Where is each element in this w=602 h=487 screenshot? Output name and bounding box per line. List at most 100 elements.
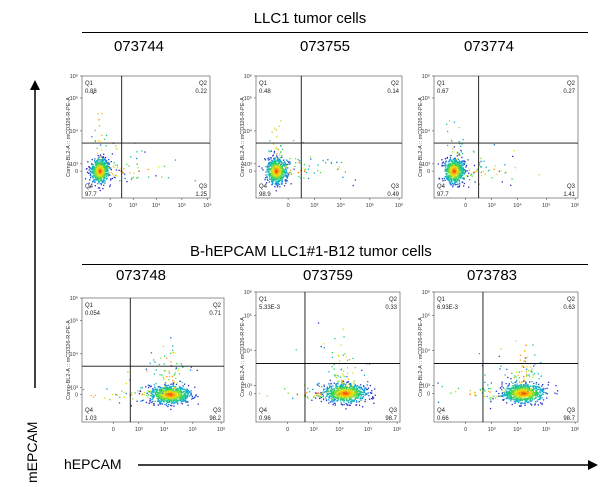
event-point — [273, 172, 275, 174]
event-point — [168, 379, 170, 381]
event-point — [98, 173, 101, 176]
event-point — [344, 395, 346, 397]
quadrant-value-q4: 0.96 — [259, 416, 271, 422]
event-point — [333, 396, 335, 398]
event-point — [520, 395, 522, 398]
event-point — [120, 170, 122, 172]
event-point — [99, 161, 101, 163]
event-point — [527, 397, 529, 400]
event-point — [517, 395, 520, 397]
event-point — [341, 391, 343, 394]
event-point — [280, 161, 283, 163]
event-point — [114, 177, 117, 179]
event-point — [521, 381, 523, 383]
event-point — [449, 178, 451, 181]
event-point — [536, 389, 539, 391]
event-point — [351, 395, 353, 397]
event-point — [340, 401, 342, 403]
event-point — [343, 386, 345, 388]
event-point — [353, 395, 355, 398]
event-point — [288, 172, 290, 174]
event-point — [452, 171, 454, 173]
event-point — [180, 402, 183, 404]
event-point — [342, 386, 344, 388]
event-point — [448, 170, 450, 172]
event-point — [95, 178, 97, 180]
event-point — [345, 397, 347, 399]
event-point — [128, 165, 130, 167]
event-point — [360, 384, 362, 386]
event-point — [276, 173, 278, 175]
quadrant-value-q1: 0.67 — [437, 89, 449, 95]
event-point — [334, 404, 336, 406]
event-point — [476, 168, 478, 170]
event-point — [354, 366, 357, 369]
event-point — [103, 166, 105, 168]
event-point — [101, 180, 103, 182]
event-point — [510, 392, 512, 394]
event-point — [288, 173, 290, 176]
event-point — [361, 406, 364, 408]
quadrant-label-q2: Q2 — [389, 297, 398, 303]
event-point — [360, 393, 363, 396]
event-point — [531, 370, 533, 372]
event-point — [521, 385, 523, 387]
event-point — [271, 183, 273, 186]
event-point — [537, 386, 539, 388]
event-point — [508, 392, 511, 394]
event-point — [274, 179, 276, 181]
event-point — [345, 382, 348, 384]
event-point — [337, 390, 339, 392]
event-point — [506, 402, 508, 404]
event-point — [271, 173, 273, 175]
event-point — [457, 161, 460, 164]
event-point — [96, 167, 99, 170]
event-point — [450, 163, 452, 165]
event-point — [542, 391, 545, 394]
event-point — [530, 403, 532, 405]
event-point — [102, 179, 104, 181]
event-point — [136, 400, 138, 402]
event-point — [168, 370, 170, 372]
event-point — [285, 168, 287, 171]
event-point — [478, 352, 481, 355]
event-point — [98, 119, 100, 121]
event-point — [168, 391, 170, 393]
event-point — [273, 171, 276, 173]
event-point — [531, 380, 533, 383]
event-point — [146, 392, 148, 395]
event-point — [164, 370, 167, 372]
event-point — [186, 388, 188, 390]
event-point — [524, 395, 526, 398]
event-point — [454, 177, 456, 179]
event-point — [358, 390, 361, 392]
event-point — [101, 156, 103, 158]
event-point — [171, 395, 174, 397]
event-point — [92, 92, 94, 95]
event-point — [95, 166, 97, 168]
event-point — [463, 171, 465, 173]
event-point — [508, 397, 510, 399]
event-point — [183, 392, 186, 395]
event-point — [339, 386, 341, 388]
event-point — [472, 150, 475, 152]
event-point — [269, 178, 271, 180]
quadrant-value-q3: 1.25 — [195, 192, 207, 198]
event-point — [519, 359, 522, 361]
y-tick-label: 10⁶ — [70, 73, 78, 80]
event-point — [353, 399, 355, 401]
event-point — [532, 374, 534, 376]
event-point — [195, 394, 197, 396]
event-point — [115, 148, 118, 150]
event-point — [277, 158, 279, 160]
event-point — [509, 397, 511, 399]
event-point — [317, 169, 319, 172]
event-point — [131, 394, 133, 396]
event-point — [518, 381, 521, 383]
event-point — [525, 382, 527, 385]
event-point — [172, 391, 175, 393]
event-point — [522, 384, 524, 386]
event-point — [109, 185, 111, 188]
event-point — [437, 401, 440, 403]
event-point — [341, 379, 343, 382]
